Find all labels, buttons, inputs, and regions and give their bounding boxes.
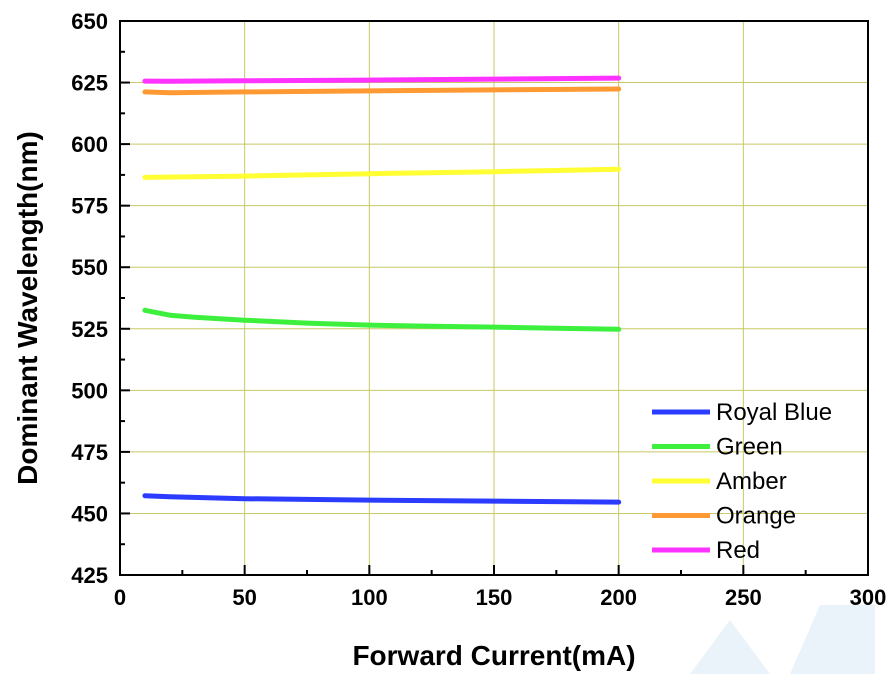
- legend: Royal Blue Green Amber Orange Red: [652, 399, 832, 564]
- grid-lines: [120, 21, 868, 575]
- y-axis-title: Dominant Wavelength(nm): [12, 131, 43, 485]
- y-tick-label: 575: [71, 194, 108, 219]
- x-tick-label: 300: [850, 585, 887, 610]
- series-line-red: [142, 75, 622, 84]
- series-lines: [142, 75, 622, 505]
- series-line-amber: [142, 166, 622, 180]
- x-tick-label: 150: [476, 585, 513, 610]
- y-tick-label: 650: [71, 9, 108, 34]
- x-tick-label: 200: [600, 585, 637, 610]
- series-line-green: [142, 307, 622, 332]
- x-tick-label: 0: [114, 585, 126, 610]
- axis-ticks: [119, 20, 869, 576]
- x-axis-title: Forward Current(mA): [352, 640, 635, 671]
- y-tick-label: 525: [71, 317, 108, 342]
- series-line-orange: [142, 86, 622, 96]
- y-tick-label: 425: [71, 563, 108, 588]
- series-line-royal-blue: [142, 493, 622, 505]
- y-tick-label: 550: [71, 255, 108, 280]
- y-tick-label: 600: [71, 132, 108, 157]
- x-tick-label: 250: [725, 585, 762, 610]
- legend-label-green: Green: [716, 434, 783, 461]
- legend-label-amber: Amber: [716, 468, 787, 495]
- y-tick-labels: 425 450 475 500 525 550 575 600 625 650: [71, 9, 108, 588]
- x-tick-label: 50: [232, 585, 256, 610]
- y-tick-label: 475: [71, 440, 108, 465]
- x-tick-labels: 0 50 100 150 200 250 300: [114, 585, 886, 610]
- y-tick-label: 500: [71, 378, 108, 403]
- y-tick-label: 450: [71, 501, 108, 526]
- watermark-shape-right: [790, 605, 875, 674]
- y-tick-label: 625: [71, 71, 108, 96]
- legend-label-orange: Orange: [716, 503, 796, 530]
- watermark-shape-left: [690, 620, 770, 674]
- x-tick-label: 100: [351, 585, 388, 610]
- legend-label-royal-blue: Royal Blue: [716, 399, 832, 426]
- legend-label-red: Red: [716, 537, 760, 564]
